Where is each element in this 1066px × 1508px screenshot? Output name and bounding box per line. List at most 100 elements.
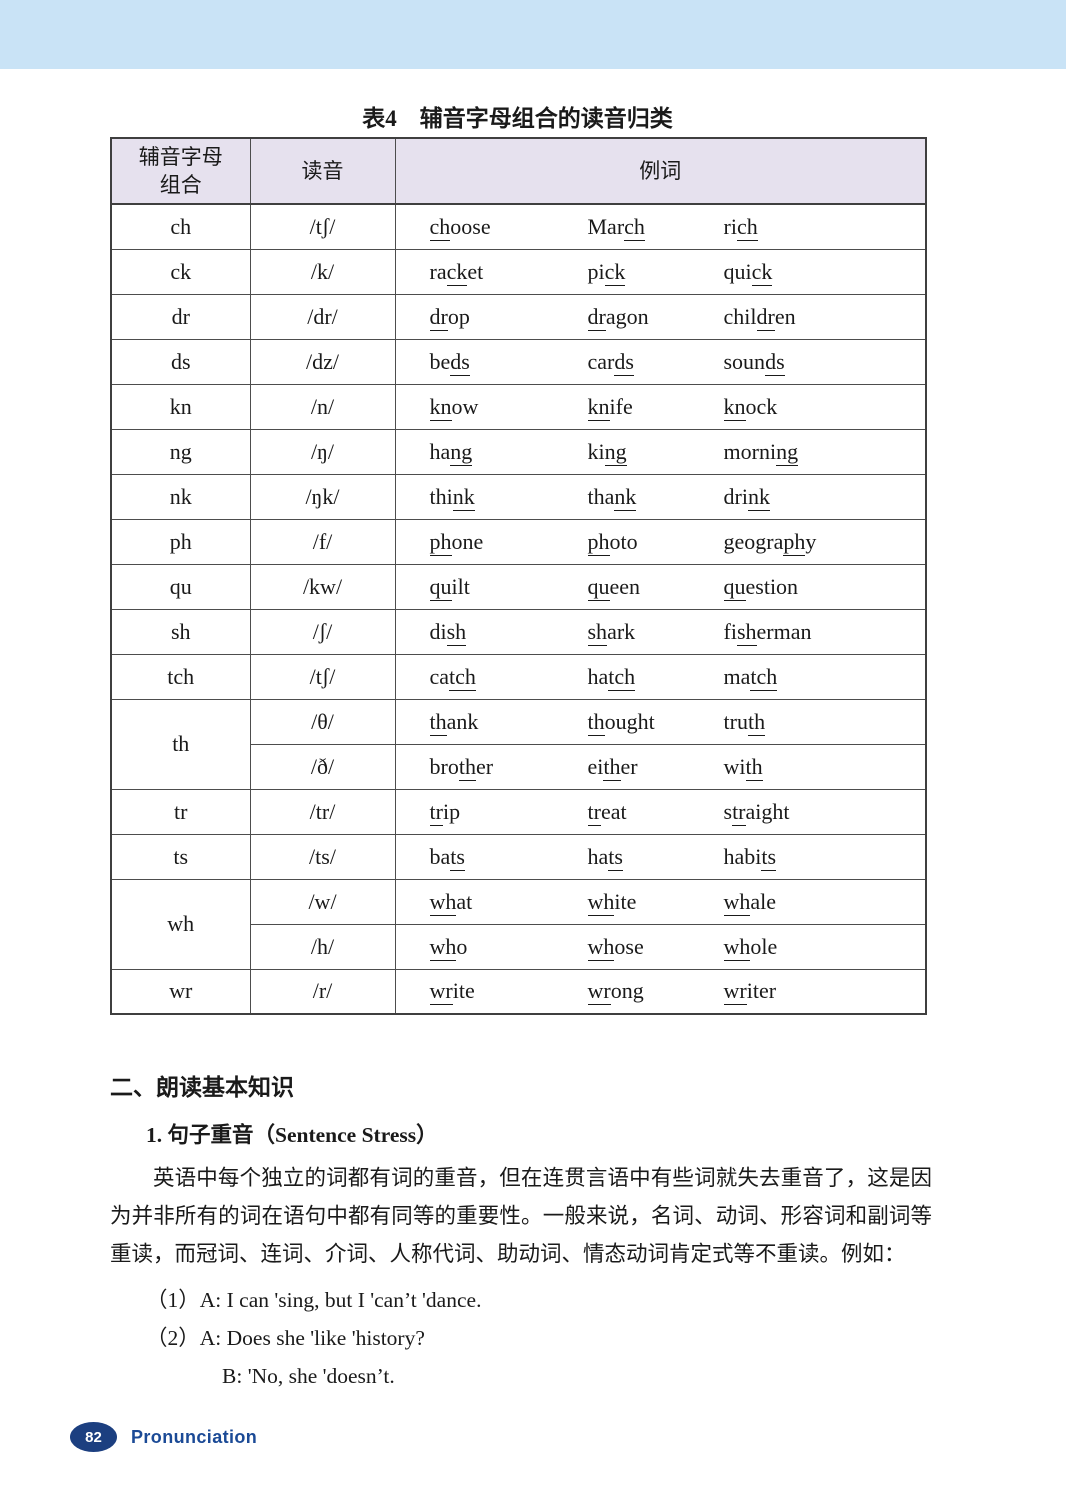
sound-cell: /θ/ xyxy=(249,698,396,745)
example-word: hatch xyxy=(587,663,636,691)
underlined-letters: wh xyxy=(429,933,457,961)
table-row: nk/ŋk/think thank drink xyxy=(110,473,927,520)
example-number: （2） xyxy=(146,1326,200,1350)
example-word: with xyxy=(723,753,763,781)
example-word: pick xyxy=(587,258,626,286)
example-word: choose xyxy=(429,213,491,241)
sound-cell: /kw/ xyxy=(249,563,396,610)
underlined-letters: ts xyxy=(761,843,777,871)
table-row: wh/w/what white whale xyxy=(110,878,927,970)
example-words-grid: racket pick quick xyxy=(396,258,926,286)
combo-cell: ds xyxy=(110,338,251,385)
example-word: thought xyxy=(587,708,655,736)
example-word: whose xyxy=(587,933,644,961)
example-word: racket xyxy=(429,258,484,286)
example-word: quick xyxy=(723,258,773,286)
underlined-letters: ts xyxy=(450,843,465,871)
underlined-letters: wr xyxy=(429,978,453,1006)
example-word: hang xyxy=(429,438,473,466)
example-word: match xyxy=(723,663,778,691)
underlined-letters: ck xyxy=(751,258,773,286)
sound-cell: /dz/ xyxy=(249,338,396,385)
table-header-row: 辅音字母 组合 读音 例词 xyxy=(110,137,927,205)
example-word: think xyxy=(429,483,475,511)
table-row: ng/ŋ/hang king morning xyxy=(110,428,927,475)
underlined-letters: nk xyxy=(747,483,770,511)
underlined-letters: ck xyxy=(446,258,468,286)
example-words-grid: what white whale xyxy=(396,888,926,916)
example-words-grid: dish shark fisherman xyxy=(396,618,926,646)
example-word: question xyxy=(723,573,799,601)
example-word: bats xyxy=(429,843,465,871)
underlined-letters: th xyxy=(747,708,766,736)
underlined-letters: tr xyxy=(429,798,443,826)
sound-cell: /f/ xyxy=(249,518,396,565)
example-word: write xyxy=(429,978,475,1006)
example-words-cell: catch hatch match xyxy=(394,653,927,700)
example-words-cell: beds cards sounds xyxy=(394,338,927,385)
example-words-cell: know knife knock xyxy=(394,383,927,430)
example-word: knife xyxy=(587,393,633,421)
example-words-grid: catch hatch match xyxy=(396,663,926,691)
example-words-grid: write wrong writer xyxy=(396,978,926,1006)
combo-cell: kn xyxy=(110,383,251,430)
stress-examples: （1）A: I can 'sing, but I 'can’t 'dance. （… xyxy=(110,1281,932,1395)
consonant-combinations-table: 辅音字母 组合 读音 例词 ch/tʃ/choose March rich ck/k/r… xyxy=(110,137,927,1015)
underlined-letters: ch xyxy=(624,213,645,241)
underlined-letters: tch xyxy=(449,663,476,691)
table-row: ph/f/phone photo geography xyxy=(110,518,927,565)
underlined-letters: ng xyxy=(776,438,799,466)
example-word: beds xyxy=(429,348,470,376)
underlined-letters: wr xyxy=(587,978,611,1006)
underlined-letters: dr xyxy=(587,303,606,331)
sound-cell: /r/ xyxy=(249,968,396,1015)
reading-knowledge-section: 二、朗读基本知识 1. 句子重音（Sentence Stress） 英语中每个独… xyxy=(110,1068,932,1395)
example-words-cell: choose March rich xyxy=(394,203,927,250)
example-word: white xyxy=(587,888,637,916)
underlined-letters: wh xyxy=(587,933,615,961)
underlined-letters: ch xyxy=(429,213,451,241)
underlined-letters: tr xyxy=(587,798,601,826)
example-word: thank xyxy=(429,708,479,736)
example-word: habits xyxy=(723,843,777,871)
underlined-letters: ts xyxy=(608,843,623,871)
example-word: cards xyxy=(587,348,634,376)
stress-example-line: B: 'No, she 'doesn’t. xyxy=(110,1357,932,1395)
sound-cell: /h/ xyxy=(249,923,396,970)
underlined-letters: ph xyxy=(783,528,806,556)
underlined-letters: ph xyxy=(429,528,452,556)
example-word: whale xyxy=(723,888,777,916)
underlined-letters: qu xyxy=(723,573,746,601)
combo-cell: ch xyxy=(110,203,251,250)
example-word: thank xyxy=(587,483,637,511)
example-word: children xyxy=(723,303,796,331)
underlined-letters: ds xyxy=(765,348,785,376)
example-words-cell: phone photo geography xyxy=(394,518,927,565)
footer-section-label: Pronunciation xyxy=(131,1426,258,1447)
example-words-grid: drop dragon children xyxy=(396,303,926,331)
combo-cell: tch xyxy=(110,653,251,700)
combo-cell: wr xyxy=(110,968,251,1015)
underlined-letters: sh xyxy=(736,618,757,646)
example-words-grid: know knife knock xyxy=(396,393,926,421)
example-word: rich xyxy=(723,213,758,241)
underlined-letters: qu xyxy=(429,573,452,601)
example-word: writer xyxy=(723,978,777,1006)
example-word: sounds xyxy=(723,348,785,376)
example-word: know xyxy=(429,393,479,421)
underlined-letters: th xyxy=(458,753,476,781)
example-words-grid: choose March rich xyxy=(396,213,926,241)
combo-cell: tr xyxy=(110,788,251,835)
example-words-cell: hang king morning xyxy=(394,428,927,475)
combo-cell: ck xyxy=(110,248,251,295)
underlined-letters: ck xyxy=(604,258,626,286)
example-words-cell: brother either with xyxy=(394,743,927,790)
table-row: dr/dr/drop dragon children xyxy=(110,293,927,340)
example-words-cell: thank thought truth xyxy=(394,698,927,745)
sound-cell: /ʃ/ xyxy=(249,608,396,655)
underlined-letters: th xyxy=(745,753,763,781)
sound-cell: /ð/ xyxy=(249,743,396,790)
example-text: A: Does she 'like 'history? xyxy=(199,1326,425,1350)
underlined-letters: kn xyxy=(429,393,452,421)
example-words-cell: bats hats habits xyxy=(394,833,927,880)
